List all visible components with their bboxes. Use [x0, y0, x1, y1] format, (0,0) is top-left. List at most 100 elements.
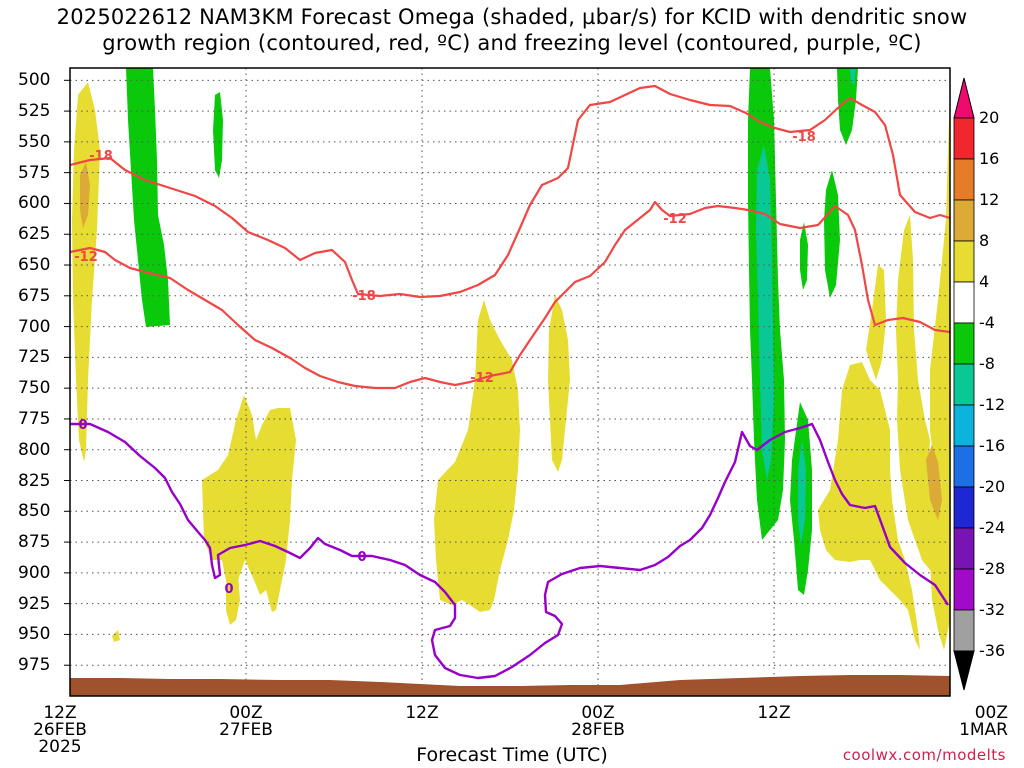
- omega-region: [434, 300, 520, 612]
- y-tick-label: 875: [18, 532, 51, 553]
- colorbar-swatch: [953, 117, 975, 160]
- omega-region: [800, 222, 808, 290]
- contour-labels: -18 -12 -18 -12 -12 -18 0 0 0: [74, 130, 816, 597]
- dgz-contour-label: -12: [470, 371, 494, 386]
- colorbar-swatch: [953, 527, 975, 570]
- colorbar-swatch: [953, 363, 975, 406]
- colorbar-label: 8: [979, 231, 990, 250]
- colorbar-label: 12: [979, 190, 1000, 209]
- dgz-contour-label: -18: [352, 289, 376, 304]
- y-tick-label: 600: [18, 193, 51, 214]
- colorbar-label: -12: [979, 395, 1006, 414]
- colorbar-label: -32: [979, 600, 1006, 619]
- colorbar-label: -16: [979, 436, 1006, 455]
- x-tick-date: 28FEB: [571, 720, 625, 740]
- colorbar-swatch: [953, 445, 975, 488]
- y-tick-label: 700: [18, 316, 51, 337]
- y-tick-label: 550: [18, 131, 51, 152]
- colorbar-label: -20: [979, 477, 1006, 496]
- colorbar-swatch: [953, 404, 975, 447]
- omega-region: [824, 170, 840, 298]
- omega-region: [202, 395, 296, 612]
- colorbar-swatch: [953, 158, 975, 201]
- colorbar-label: -28: [979, 559, 1006, 578]
- omega-region: [926, 445, 942, 520]
- omega-shading: [72, 68, 950, 650]
- x-tick-date: 1MAR: [959, 720, 1008, 740]
- omega-region: [112, 630, 120, 642]
- y-tick-label: 900: [18, 562, 51, 583]
- colorbar-label: -36: [979, 641, 1006, 660]
- freezing-contour-label: 0: [357, 550, 366, 565]
- dgz-contour-label: -12: [74, 250, 98, 265]
- omega-region: [837, 68, 858, 145]
- dgz-contour-label: -12: [663, 212, 687, 227]
- colorbar-swatch: [953, 486, 975, 529]
- y-tick-label: 800: [18, 439, 51, 460]
- dgz-contour-minus18: [70, 84, 950, 299]
- omega-region: [866, 265, 886, 380]
- omega-region: [756, 145, 774, 480]
- grid-lines: [64, 68, 950, 696]
- contours: [70, 84, 950, 680]
- dgz-contour-minus12: [70, 200, 950, 390]
- x-tick-year: 2025: [38, 737, 82, 757]
- omega-region: [72, 82, 100, 462]
- y-tick-label: 825: [18, 470, 51, 491]
- colorbar-max-arrow: [953, 77, 975, 119]
- colorbar-label: 20: [979, 108, 1000, 127]
- y-tick-label: 500: [18, 70, 51, 91]
- y-tick-label: 625: [18, 224, 51, 245]
- x-tick-label: 12Z: [405, 703, 439, 723]
- omega-region: [226, 565, 240, 625]
- credit-link[interactable]: coolwx.com/modelts: [842, 746, 1006, 764]
- y-tick-label: 525: [18, 101, 51, 122]
- x-axis-title: Forecast Time (UTC): [416, 744, 608, 766]
- plot-frame: [69, 67, 951, 697]
- colorbar-min-arrow: [953, 650, 975, 691]
- omega-region: [930, 90, 950, 650]
- colorbar-swatch: [953, 609, 975, 652]
- y-tick-label: 775: [18, 408, 51, 429]
- colorbar: [953, 77, 975, 691]
- freezing-contour-label: 0: [78, 418, 87, 433]
- x-tick-date: 27FEB: [219, 720, 273, 740]
- colorbar-swatch: [953, 568, 975, 611]
- y-tick-label: 725: [18, 347, 51, 368]
- colorbar-label: 4: [979, 272, 990, 291]
- dgz-contour-label: -18: [89, 149, 113, 164]
- y-tick-label: 850: [18, 501, 51, 522]
- y-tick-label: 750: [18, 378, 51, 399]
- freezing-contour-0: [70, 422, 950, 680]
- chart-title-line2: growth region (contoured, red, ºC) and f…: [102, 31, 922, 55]
- colorbar-swatch: [953, 199, 975, 242]
- x-tick-date: 26FEB: [33, 720, 87, 740]
- dgz-contour-label: -18: [792, 130, 816, 145]
- omega-region: [126, 68, 170, 327]
- colorbar-swatch: [953, 322, 975, 365]
- omega-region: [213, 92, 223, 178]
- x-tick-label: 12Z: [757, 703, 791, 723]
- omega-region: [798, 440, 806, 545]
- colorbar-label: -4: [979, 313, 995, 332]
- x-tick-label: 00Z: [974, 703, 1008, 723]
- freezing-contour-label: 0: [224, 582, 233, 597]
- y-tick-label: 650: [18, 255, 51, 276]
- x-tick-label: 00Z: [581, 703, 615, 723]
- omega-region: [548, 295, 570, 472]
- omega-region: [80, 162, 90, 228]
- colorbar-swatch: [953, 281, 975, 324]
- colorbar-label: -24: [979, 518, 1006, 537]
- colorbar-swatch: [953, 240, 975, 283]
- chart-title-line1: 2025022612 NAM3KM Forecast Omega (shaded…: [56, 5, 968, 29]
- y-tick-label: 575: [18, 162, 51, 183]
- x-tick-label: 00Z: [229, 703, 263, 723]
- colorbar-label: 16: [979, 149, 1000, 168]
- terrain-band: [70, 675, 950, 696]
- x-tick-label: 12Z: [43, 703, 77, 723]
- y-tick-label: 675: [18, 285, 51, 306]
- y-tick-label: 975: [18, 655, 51, 676]
- y-tick-label: 950: [18, 624, 51, 645]
- y-tick-label: 925: [18, 593, 51, 614]
